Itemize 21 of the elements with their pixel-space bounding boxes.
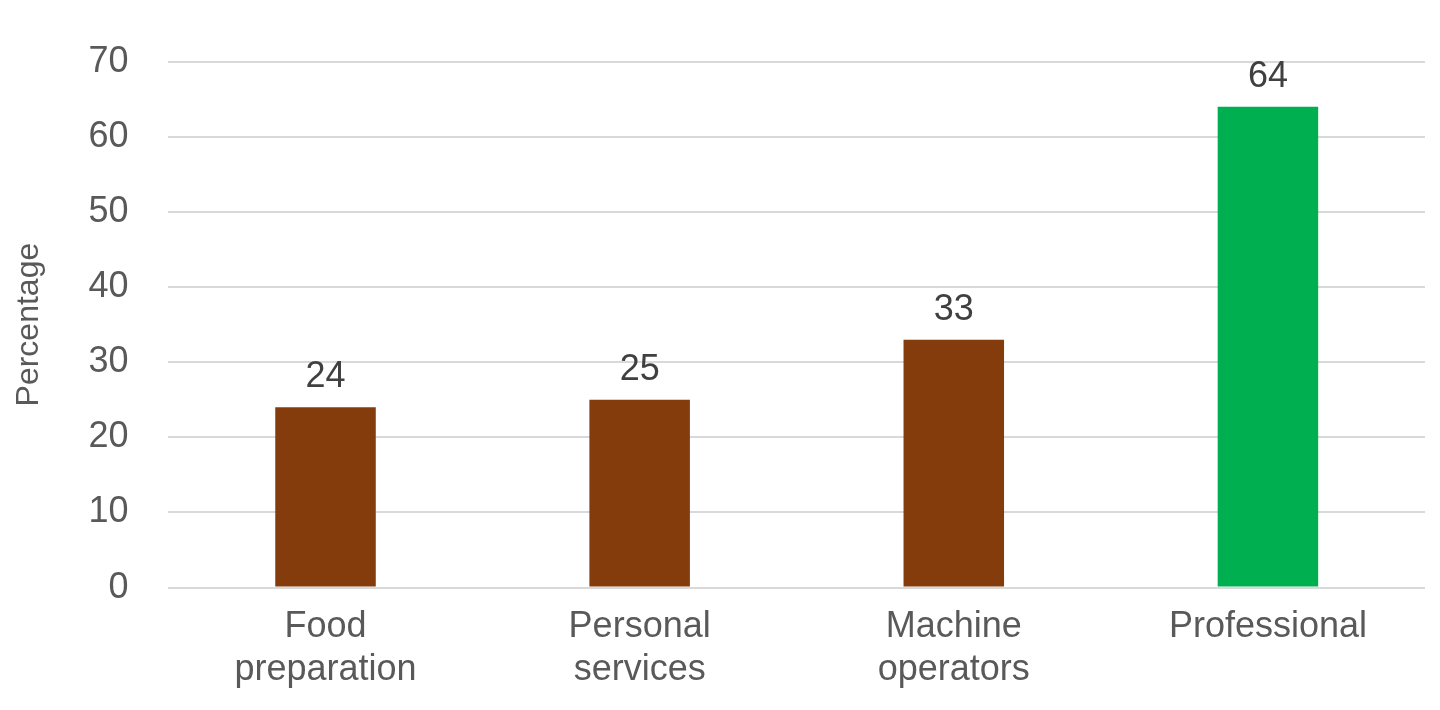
data-label: 64: [1247, 53, 1288, 95]
bar: [903, 339, 1005, 587]
bar: [589, 399, 690, 587]
y-tick-label: 50: [88, 188, 129, 230]
y-axis-title: Percentage: [9, 242, 46, 407]
y-tick-label: 30: [88, 339, 129, 381]
x-tick-label: Professional: [1168, 604, 1367, 646]
x-tick-label: Food preparation: [234, 604, 417, 689]
y-tick-label: 10: [88, 489, 129, 531]
bar: [1217, 106, 1319, 587]
y-tick-label: 70: [88, 38, 129, 80]
y-tick-label: 0: [108, 564, 129, 606]
data-label: 24: [305, 354, 346, 396]
x-tick-label: Personal services: [568, 604, 711, 689]
y-tick-label: 20: [88, 414, 129, 456]
y-tick-label: 60: [88, 113, 129, 155]
data-label: 33: [933, 286, 974, 328]
x-tick-label: Machine operators: [877, 604, 1030, 689]
bar: [275, 407, 376, 587]
data-label: 25: [619, 346, 660, 388]
y-tick-label: 40: [88, 263, 129, 305]
